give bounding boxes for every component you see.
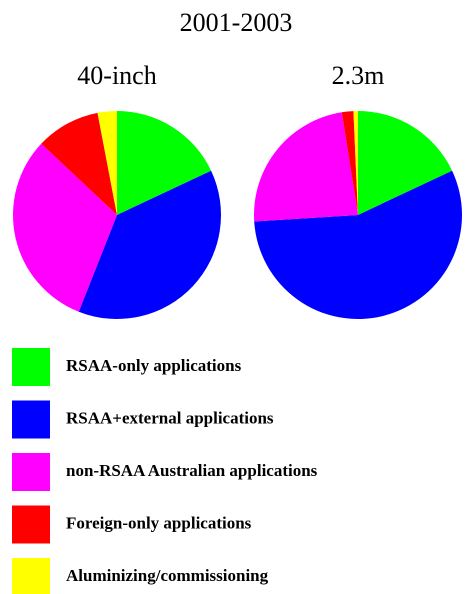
legend-label: RSAA-only applications xyxy=(66,356,242,375)
pie-title: 2.3m xyxy=(332,61,385,90)
legend-label: Aluminizing/commissioning xyxy=(66,566,269,585)
pie-title: 40-inch xyxy=(77,61,156,90)
legend-swatch xyxy=(12,505,50,544)
pie-slice xyxy=(13,143,118,312)
pie-slice xyxy=(41,112,117,215)
legend-label: non-RSAA Australian applications xyxy=(66,461,318,480)
legend-label: Foreign-only applications xyxy=(66,513,252,532)
legend-swatch xyxy=(12,348,50,386)
pie-slice xyxy=(117,111,212,215)
legend-swatch xyxy=(12,453,50,491)
pie-slice xyxy=(341,111,358,215)
pie-slice xyxy=(353,111,358,215)
legend-swatch xyxy=(12,400,50,439)
legend-label: RSAA+external applications xyxy=(66,408,274,427)
pie-slice xyxy=(254,112,358,222)
chart-title: 2001-2003 xyxy=(180,8,293,37)
pie-slice xyxy=(97,111,117,215)
pie-slice xyxy=(358,111,453,215)
legend-swatch xyxy=(12,558,50,594)
pie-slice xyxy=(78,170,221,319)
pie-slice xyxy=(254,170,462,319)
